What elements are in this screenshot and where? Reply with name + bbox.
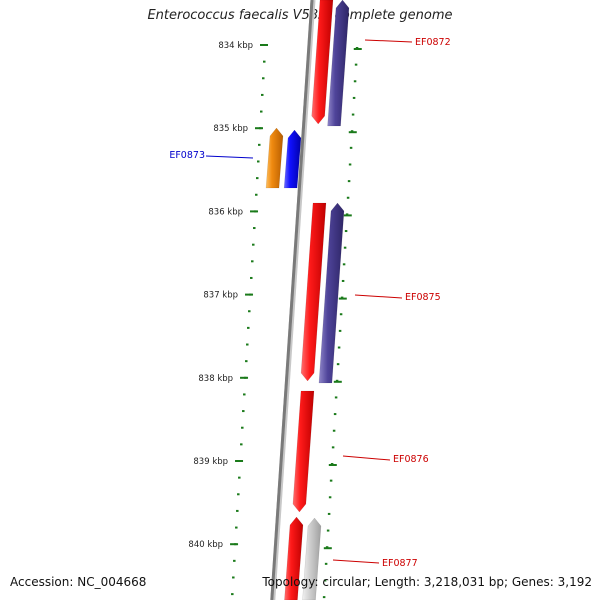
gene-ef0873-orange: [265, 127, 284, 189]
gene-ef0872-arrow: [311, 0, 334, 125]
genome-backbone: [270, 0, 314, 600]
ruler-label: 837 kbp: [203, 291, 238, 301]
gene-ef0875-purple: [318, 202, 345, 384]
gene-leader-line: [342, 455, 391, 461]
accession-text: Accession: NC_004668: [10, 575, 147, 589]
ruler-label: 834 kbp: [218, 41, 253, 51]
gene-ef0877-grey: [302, 517, 322, 600]
gene-label: EF0873: [169, 150, 205, 161]
gene-leader-line: [205, 155, 254, 159]
gene-ef0877-arrow: [284, 516, 304, 600]
ruler-label: 840 kbp: [188, 540, 223, 550]
gene-ef0876-arrow: [292, 390, 315, 513]
ruler-label: 835 kbp: [213, 124, 248, 134]
gene-leader-line: [354, 294, 403, 299]
gene-leader-line: [332, 559, 380, 564]
gene-label: EF0876: [393, 454, 429, 465]
gene-label: EF0875: [405, 292, 441, 303]
gene-label: EF0872: [415, 37, 451, 48]
map-title: Enterococcus faecalis V583, complete gen…: [147, 8, 453, 23]
ruler-label: 839 kbp: [193, 457, 228, 467]
gene-label: EF0877: [382, 558, 418, 569]
ruler-label: 838 kbp: [198, 374, 233, 384]
gene-ef0873-arrow: [283, 129, 302, 189]
genome-summary-text: Topology: circular; Length: 3,218,031 bp…: [262, 575, 592, 589]
gene-leader-line: [364, 39, 413, 43]
ruler-label: 836 kbp: [208, 207, 243, 217]
gene-ef0875-arrow: [300, 202, 327, 382]
gene-neighbor-purple: [327, 0, 350, 127]
